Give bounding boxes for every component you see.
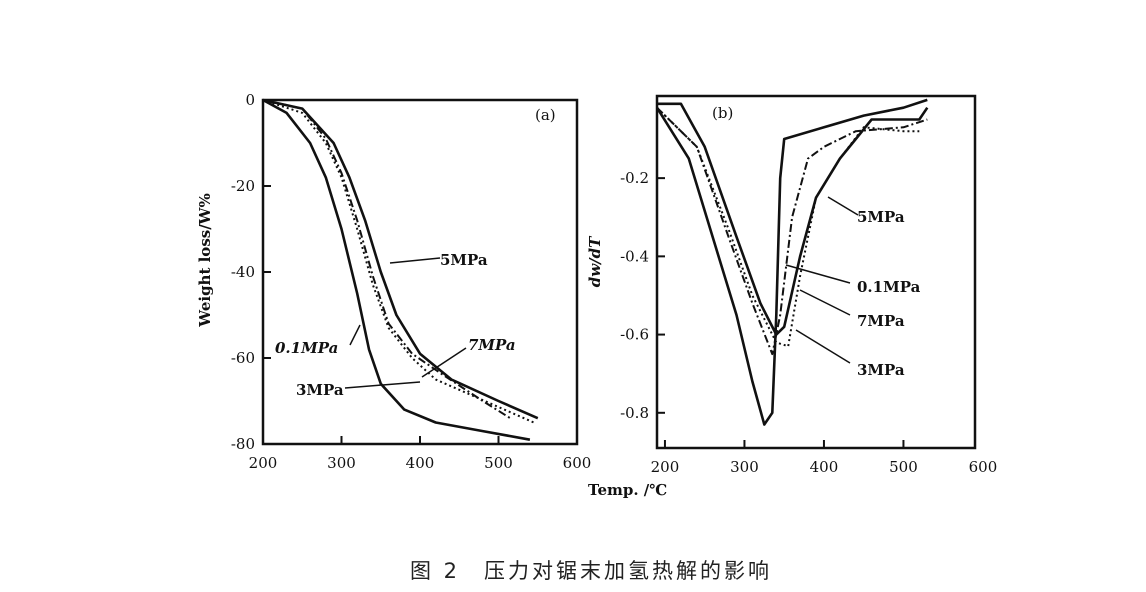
label-01mpa-b: 0.1MPa [857, 278, 921, 296]
y-tick-label: -0.8 [620, 404, 649, 422]
x-tick-label: 400 [810, 458, 839, 476]
label-5mpa-b: 5MPa [857, 208, 905, 226]
y-tick-label: -80 [231, 435, 255, 453]
x-tick-label: 500 [484, 454, 513, 472]
y-tick-label: -0.4 [620, 247, 649, 265]
label-7mpa-b: 7MPa [857, 312, 905, 330]
y-tick-label: -60 [231, 349, 255, 367]
label-5mpa-a: 5MPa [440, 251, 488, 269]
series-line-01mpa [262, 98, 531, 441]
x-tick-label: 200 [249, 454, 278, 472]
series-line-5mpa [262, 98, 539, 420]
series-line-3mpa [262, 99, 535, 424]
series-line-01mpa [655, 98, 928, 426]
series-line-3mpa [656, 106, 920, 348]
panel-label-a: (a) [535, 106, 556, 124]
y-tick-label: 0 [245, 91, 255, 109]
y-axis-label-a: Weight loss/W% [196, 193, 214, 328]
y-tick-label: -40 [231, 263, 255, 281]
x-tick-label: 500 [889, 458, 918, 476]
plot-frame-b [655, 94, 977, 450]
series-line-7mpa [262, 99, 511, 420]
x-tick-label: 600 [563, 454, 592, 472]
x-axis-label: Temp. /℃ [588, 481, 667, 499]
x-tick-label: 300 [730, 458, 759, 476]
panel-b: (b) dw/dT 200 300 400 500 600 -0.2 -0.4 -0.6 -0.… [586, 94, 998, 476]
label-7mpa-a: 7MPa [468, 336, 516, 354]
x-tick-label: 300 [327, 454, 356, 472]
figure-caption: 图 2 压力对锯末加氢热解的影响 [410, 559, 773, 583]
y-tick-label: -20 [231, 177, 255, 195]
x-tick-label: 600 [969, 458, 998, 476]
series-line-5mpa [657, 102, 929, 336]
label-01mpa-a: 0.1MPa [275, 339, 338, 357]
y-tick-label: -0.6 [620, 326, 649, 344]
annotations-b: 5MPa 0.1MPa 7MPa 3MPa [785, 196, 921, 379]
panel-label-b: (b) [712, 104, 733, 122]
panel-a: (a) Weight loss/W% 200 300 400 500 600 0 -20 -4… [196, 91, 591, 472]
label-3mpa-a: 3MPa [296, 381, 344, 399]
x-tick-label: 400 [406, 454, 435, 472]
y-tick-label: -0.2 [620, 169, 649, 187]
series-line-7mpa [656, 106, 928, 356]
y-axis-label-b: dw/dT [586, 235, 604, 287]
annotations-a: 5MPa 0.1MPa 7MPa 3MPa [275, 251, 516, 399]
x-tick-label: 200 [651, 458, 680, 476]
label-3mpa-b: 3MPa [857, 361, 905, 379]
